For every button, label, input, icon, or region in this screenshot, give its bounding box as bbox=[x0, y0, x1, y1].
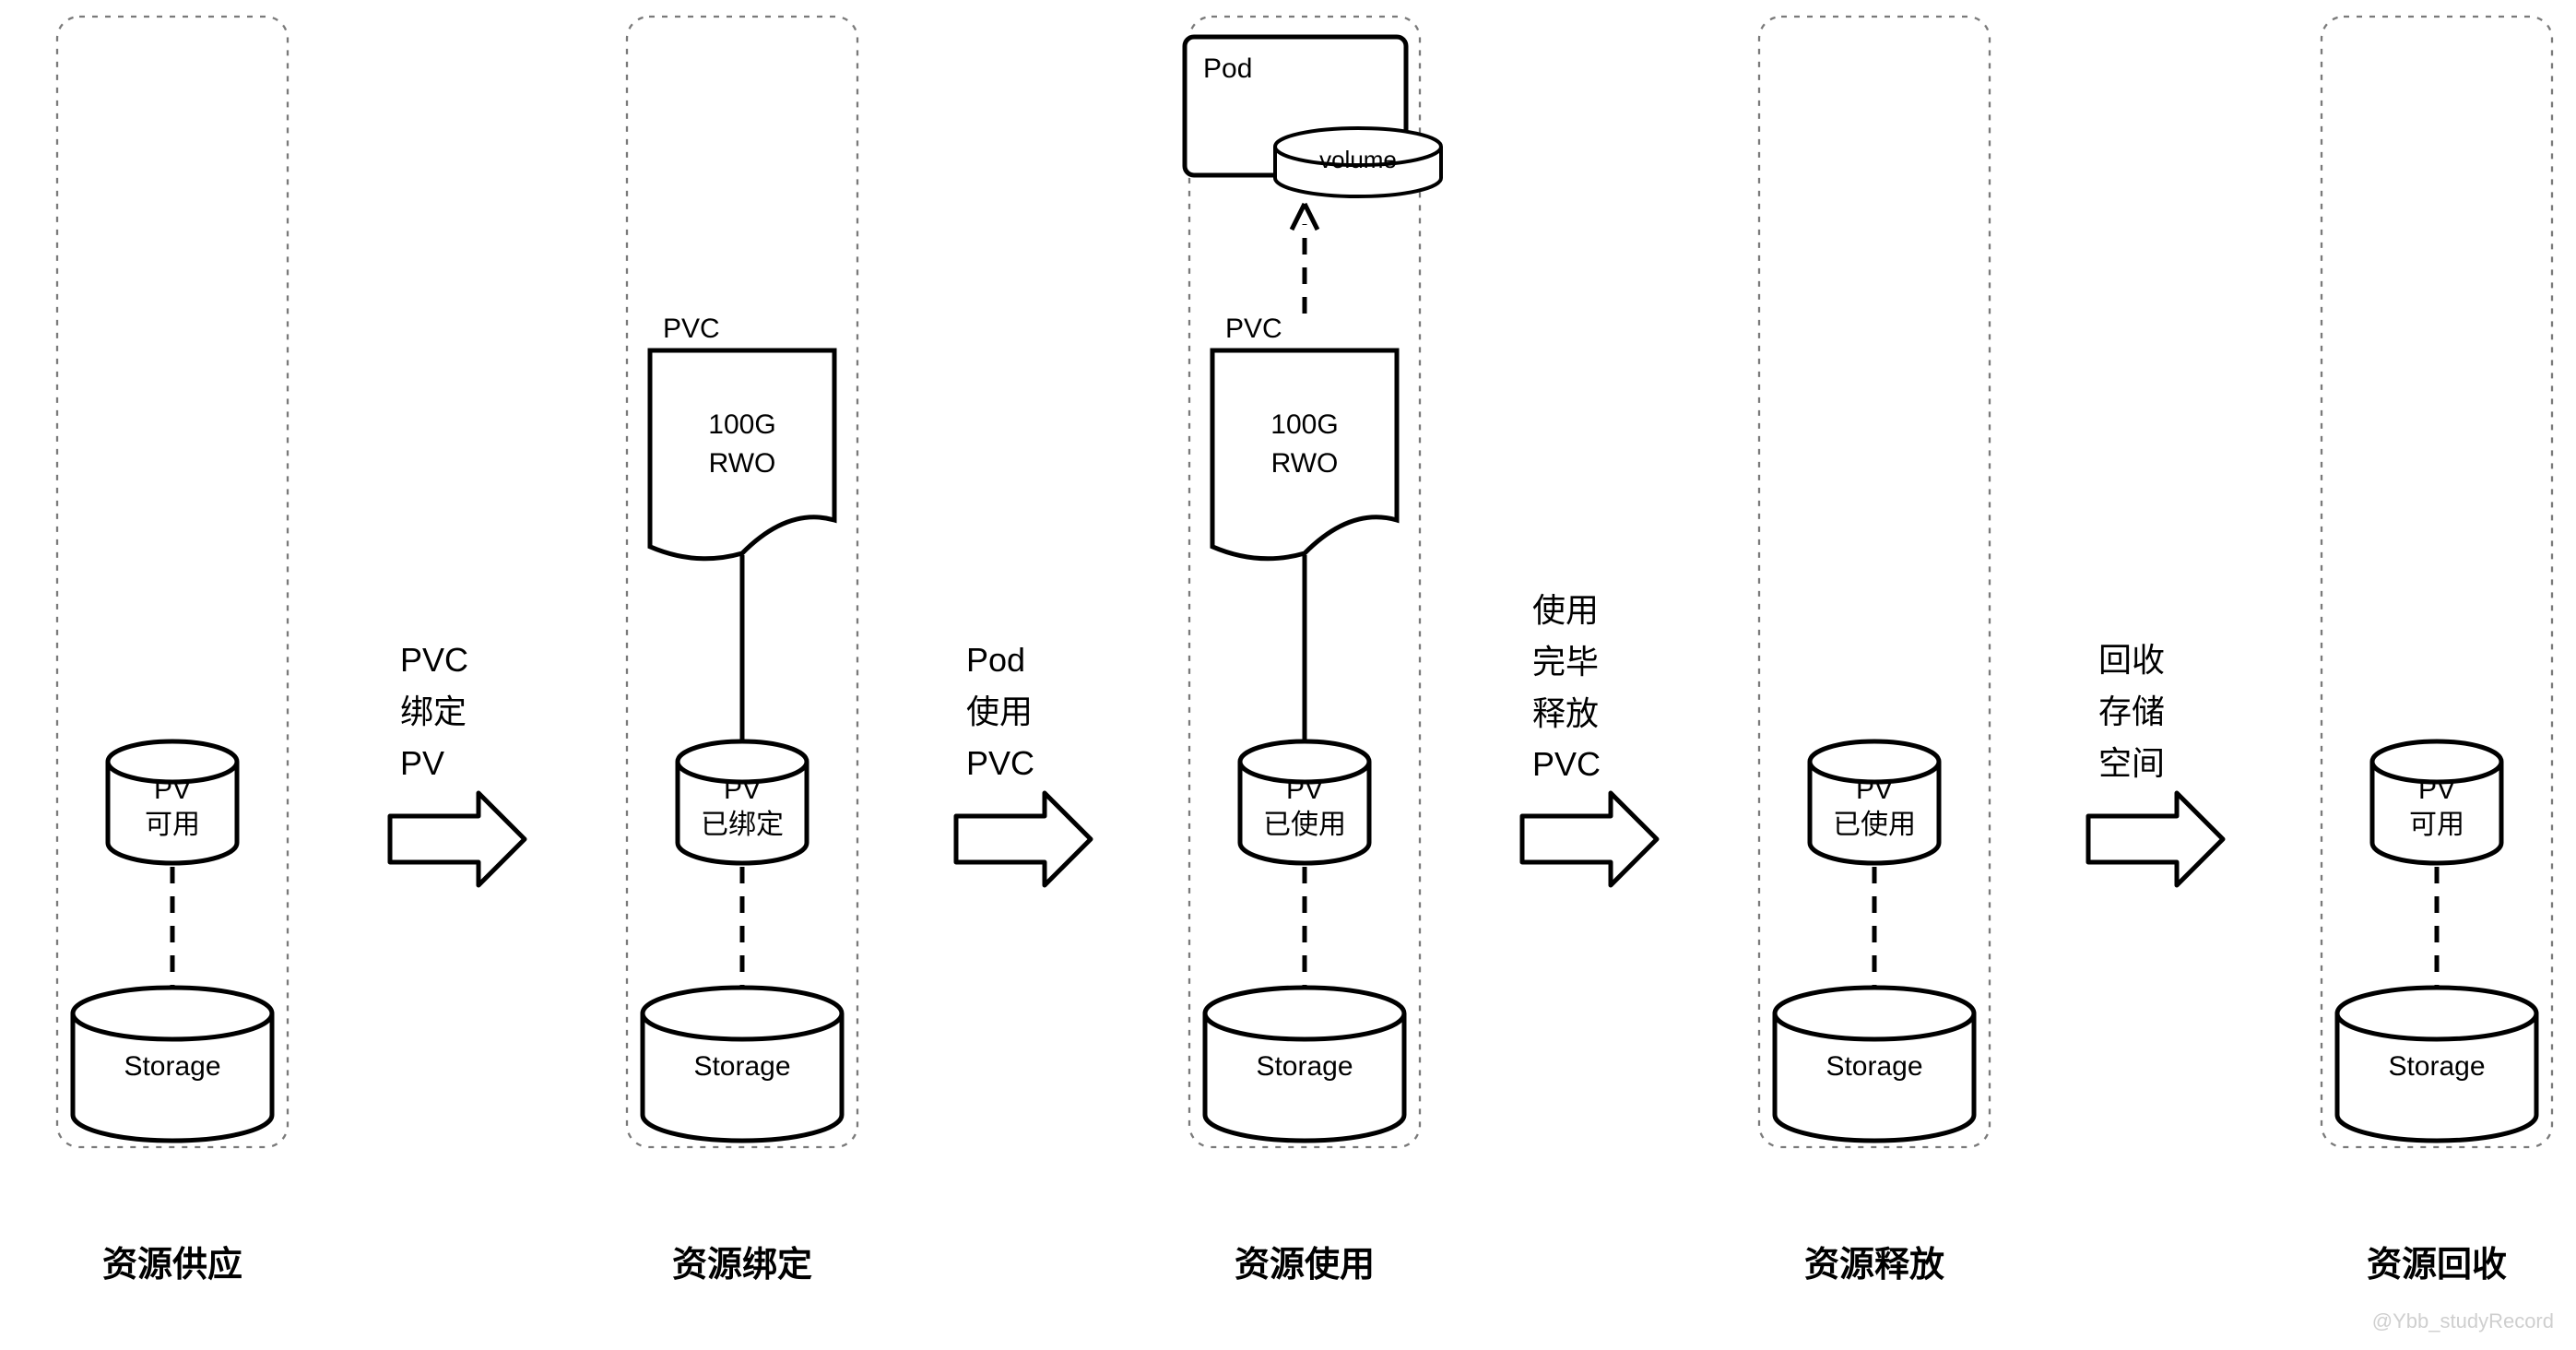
stage-title-use: 资源使用 bbox=[1162, 1236, 1448, 1286]
svg-text:可用: 可用 bbox=[145, 810, 200, 840]
stage-title-release: 资源释放 bbox=[1731, 1236, 2017, 1286]
pvc-document: PVC 100G RWO bbox=[650, 314, 834, 559]
svg-text:可用: 可用 bbox=[2409, 810, 2464, 840]
svg-text:已使用: 已使用 bbox=[1263, 810, 1346, 840]
svg-text:Storage: Storage bbox=[2388, 1051, 2485, 1082]
svg-text:已绑定: 已绑定 bbox=[701, 810, 784, 840]
diagram-canvas: PV 可用 Storage PV 已绑定 Storage PVC 100G RWO PV 已使用 St… bbox=[0, 0, 2576, 1350]
stage-arrow-icon bbox=[1522, 793, 1657, 885]
svg-text:Pod: Pod bbox=[1203, 53, 1252, 84]
storage-cylinder: Storage bbox=[73, 988, 272, 1141]
svg-text:PV: PV bbox=[2418, 775, 2455, 805]
svg-text:100G: 100G bbox=[1270, 409, 1338, 440]
svg-text:Storage: Storage bbox=[1826, 1051, 1922, 1082]
pvc-document: PVC 100G RWO bbox=[1212, 314, 1397, 559]
pv-cylinder: PV 可用 bbox=[2372, 741, 2501, 863]
pod-box: Pod volume bbox=[1185, 37, 1441, 196]
arrow-caption-a2: Pod使用PVC bbox=[966, 634, 1034, 788]
svg-text:已使用: 已使用 bbox=[1833, 810, 1916, 840]
svg-text:PV: PV bbox=[1286, 775, 1323, 805]
stage-title-supply: 资源供应 bbox=[30, 1236, 315, 1286]
storage-cylinder: Storage bbox=[643, 988, 842, 1141]
stage-panel bbox=[1759, 17, 1990, 1147]
pv-cylinder: PV 可用 bbox=[108, 741, 237, 863]
svg-text:PVC: PVC bbox=[1225, 314, 1282, 344]
svg-text:PVC: PVC bbox=[663, 314, 720, 344]
pv-cylinder: PV 已使用 bbox=[1810, 741, 1939, 863]
svg-text:RWO: RWO bbox=[709, 448, 776, 479]
svg-text:PV: PV bbox=[1856, 775, 1893, 805]
svg-text:Storage: Storage bbox=[1256, 1051, 1353, 1082]
storage-cylinder: Storage bbox=[1775, 988, 1974, 1141]
storage-cylinder: Storage bbox=[2337, 988, 2536, 1141]
watermark-text: @Ybb_studyRecord bbox=[2372, 1309, 2554, 1333]
svg-text:Storage: Storage bbox=[693, 1051, 790, 1082]
stage-arrow-icon bbox=[390, 793, 525, 885]
stage-title-reclaim: 资源回收 bbox=[2294, 1236, 2576, 1286]
storage-cylinder: Storage bbox=[1205, 988, 1404, 1141]
pv-cylinder: PV 已绑定 bbox=[678, 741, 807, 863]
arrow-caption-a1: PVC绑定PV bbox=[400, 634, 468, 788]
stage-panel bbox=[57, 17, 288, 1147]
arrowhead-icon bbox=[1292, 204, 1318, 230]
stage-arrow-icon bbox=[956, 793, 1091, 885]
svg-text:volume: volume bbox=[1319, 146, 1397, 173]
svg-text:Storage: Storage bbox=[124, 1051, 220, 1082]
stage-arrow-icon bbox=[2088, 793, 2223, 885]
stage-title-bind: 资源绑定 bbox=[599, 1236, 885, 1286]
svg-text:100G: 100G bbox=[708, 409, 775, 440]
svg-text:RWO: RWO bbox=[1271, 448, 1339, 479]
stage-panel bbox=[2322, 17, 2552, 1147]
arrow-caption-a4: 回收存储空间 bbox=[2098, 634, 2165, 788]
svg-text:PV: PV bbox=[724, 775, 761, 805]
arrow-caption-a3: 使用完毕释放PVC bbox=[1532, 585, 1601, 790]
svg-text:PV: PV bbox=[154, 775, 191, 805]
pv-cylinder: PV 已使用 bbox=[1240, 741, 1369, 863]
